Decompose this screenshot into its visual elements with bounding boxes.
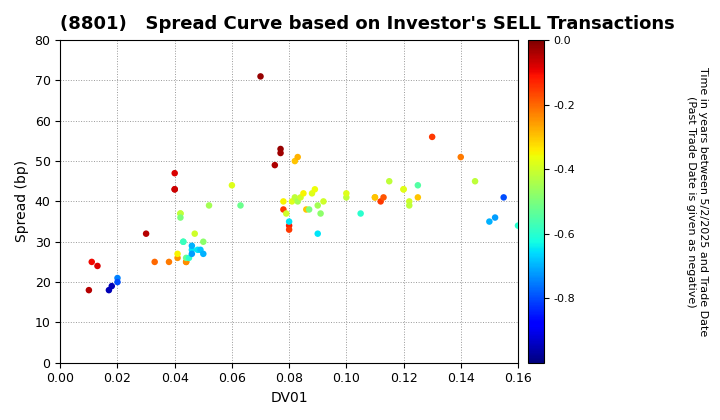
Point	[384, 178, 395, 185]
Point	[312, 230, 323, 237]
Point	[455, 154, 467, 160]
Point	[189, 230, 200, 237]
Point	[287, 198, 298, 205]
Point	[315, 210, 326, 217]
Point	[186, 242, 197, 249]
Point	[275, 146, 287, 152]
Point	[184, 255, 195, 261]
Point	[255, 73, 266, 80]
Point	[306, 190, 318, 197]
Point	[412, 182, 423, 189]
Point	[186, 247, 197, 253]
Point	[284, 226, 295, 233]
Point	[269, 162, 281, 168]
Point	[297, 190, 309, 197]
Point	[83, 287, 94, 294]
Point	[309, 186, 320, 193]
Point	[397, 186, 409, 193]
Point	[278, 206, 289, 213]
Point	[181, 259, 192, 265]
X-axis label: DV01: DV01	[270, 391, 308, 405]
Point	[149, 259, 161, 265]
Point	[284, 218, 295, 225]
Point	[112, 275, 123, 281]
Point	[292, 198, 303, 205]
Point	[303, 206, 315, 213]
Point	[194, 247, 206, 253]
Point	[498, 194, 510, 201]
Y-axis label: Time in years between 5/2/2025 and Trade Date
(Past Trade Date is given as negat: Time in years between 5/2/2025 and Trade…	[686, 67, 708, 336]
Point	[226, 182, 238, 189]
Point	[292, 154, 303, 160]
Point	[169, 186, 181, 193]
Point	[412, 194, 423, 201]
Y-axis label: Spread (bp): Spread (bp)	[15, 160, 29, 242]
Point	[378, 194, 390, 201]
Point	[284, 222, 295, 229]
Point	[341, 194, 352, 201]
Point	[403, 202, 415, 209]
Point	[369, 194, 381, 201]
Point	[106, 283, 117, 289]
Point	[235, 202, 246, 209]
Point	[172, 250, 184, 257]
Point	[312, 202, 323, 209]
Point	[140, 230, 152, 237]
Point	[397, 186, 409, 193]
Point	[375, 198, 387, 205]
Point	[469, 178, 481, 185]
Point	[294, 194, 306, 201]
Point	[172, 255, 184, 261]
Point	[289, 194, 301, 201]
Point	[178, 239, 189, 245]
Point	[341, 190, 352, 197]
Point	[169, 170, 181, 176]
Point	[86, 259, 97, 265]
Point	[318, 198, 329, 205]
Point	[192, 247, 203, 253]
Point	[175, 214, 186, 221]
Point	[197, 250, 209, 257]
Point	[278, 198, 289, 205]
Point	[163, 259, 175, 265]
Point	[484, 218, 495, 225]
Point	[178, 239, 189, 245]
Point	[203, 202, 215, 209]
Text: (8801)   Spread Curve based on Investor's SELL Transactions: (8801) Spread Curve based on Investor's …	[60, 15, 675, 33]
Point	[103, 287, 114, 294]
Point	[275, 150, 287, 156]
Point	[186, 250, 197, 257]
Point	[300, 206, 312, 213]
Point	[169, 186, 181, 193]
Point	[355, 210, 366, 217]
Point	[91, 262, 103, 269]
Point	[181, 255, 192, 261]
Point	[426, 134, 438, 140]
Point	[197, 239, 209, 245]
Point	[403, 198, 415, 205]
Point	[512, 222, 523, 229]
Point	[369, 194, 381, 201]
Point	[175, 210, 186, 217]
Point	[281, 210, 292, 217]
Point	[175, 210, 186, 217]
Point	[112, 279, 123, 286]
Point	[490, 214, 501, 221]
Point	[181, 259, 192, 265]
Point	[289, 158, 301, 165]
